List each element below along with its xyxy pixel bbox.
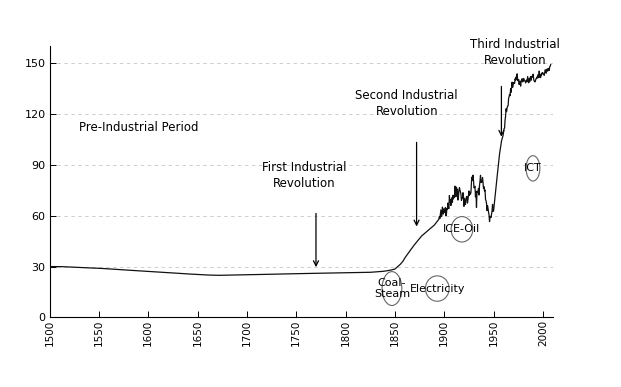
Text: Pre-Industrial Period: Pre-Industrial Period — [79, 122, 198, 134]
Text: ICT: ICT — [524, 163, 542, 173]
Text: Coal-
Steam: Coal- Steam — [374, 278, 410, 300]
Ellipse shape — [526, 156, 540, 181]
Text: Electricity: Electricity — [409, 284, 465, 294]
Ellipse shape — [451, 217, 473, 242]
Ellipse shape — [382, 272, 402, 305]
Ellipse shape — [425, 276, 449, 301]
Text: ICE-Oil: ICE-Oil — [443, 224, 481, 234]
Text: Third Industrial
Revolution: Third Industrial Revolution — [470, 38, 560, 67]
Text: Second Industrial
Revolution: Second Industrial Revolution — [355, 89, 458, 118]
Text: First Industrial
Revolution: First Industrial Revolution — [262, 161, 347, 190]
